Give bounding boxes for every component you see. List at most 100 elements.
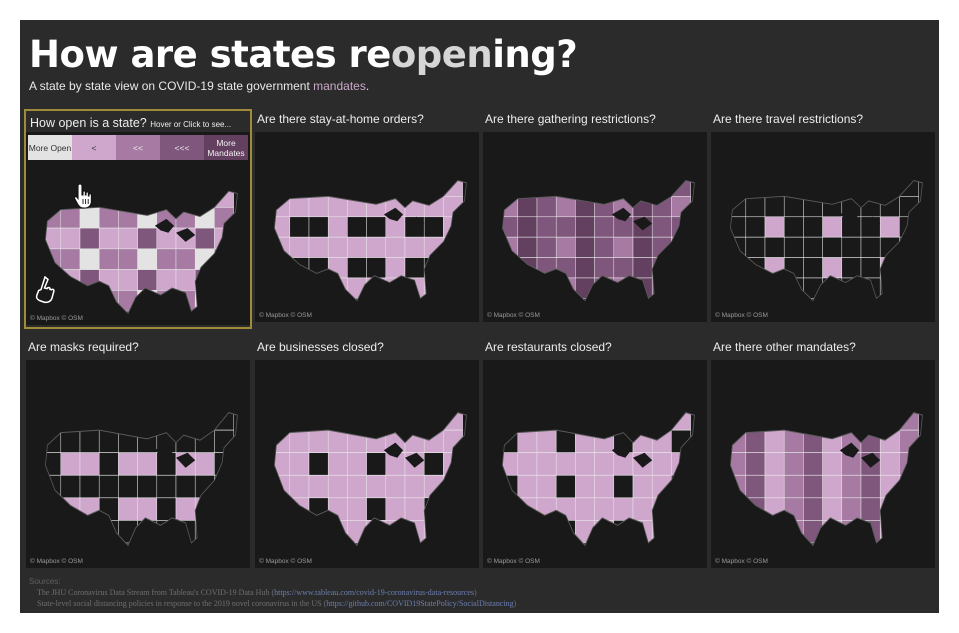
state-region	[803, 474, 823, 499]
state-region	[98, 269, 119, 291]
map-attribution: © Mapbox © OSM	[30, 315, 83, 322]
state-region	[274, 236, 291, 258]
state-region	[555, 452, 576, 476]
state-region	[385, 520, 406, 544]
state-region	[156, 248, 177, 270]
state-region	[671, 520, 691, 544]
masks-map[interactable]: © Mapbox © OSM	[26, 360, 250, 568]
state-region	[764, 277, 785, 299]
state-region	[730, 216, 747, 238]
state-region	[517, 520, 538, 544]
state-region	[366, 216, 387, 238]
legend-level-3[interactable]: <<<	[160, 135, 204, 160]
state-region	[879, 196, 900, 218]
state-region	[555, 236, 576, 258]
state-region	[502, 474, 519, 499]
state-region	[404, 412, 425, 431]
state-region	[517, 236, 538, 258]
state-region	[45, 497, 62, 521]
state-region	[60, 474, 81, 499]
state-region	[730, 520, 747, 544]
source-link-1[interactable]: https://www.tableau.com/covid-19-coronav…	[274, 588, 474, 597]
sources: Sources: The JHU Coronavirus Data Stream…	[29, 576, 516, 609]
state-region	[632, 474, 653, 499]
state-region	[98, 412, 119, 431]
state-region	[366, 196, 387, 218]
us-map-svg	[45, 412, 238, 547]
legend-more-open[interactable]: More Open	[28, 135, 72, 160]
dashboard: How are states reopening? A state by sta…	[20, 20, 939, 613]
stay-at-home-map[interactable]: © Mapbox © OSM	[255, 132, 479, 322]
gathering-map[interactable]: © Mapbox © OSM	[483, 132, 707, 322]
state-region	[536, 520, 557, 544]
state-region	[385, 277, 406, 299]
state-region	[879, 412, 900, 431]
state-region	[385, 412, 406, 431]
state-region	[289, 474, 310, 499]
state-region	[385, 236, 406, 258]
state-region	[347, 196, 367, 218]
state-region	[783, 452, 804, 476]
state-region	[118, 290, 138, 312]
state-region	[423, 277, 444, 299]
legend-level-2[interactable]: <<	[116, 135, 160, 160]
great-lakes	[611, 442, 653, 468]
state-region	[879, 180, 900, 197]
state-region	[118, 474, 138, 499]
state-region	[137, 191, 158, 208]
state-region	[555, 257, 576, 279]
businesses-map[interactable]: © Mapbox © OSM	[255, 360, 479, 568]
state-region	[118, 452, 138, 476]
state-region	[841, 497, 862, 521]
hint-text: Hover or Click to see...	[150, 120, 232, 129]
us-map-svg	[274, 412, 467, 547]
state-region	[308, 277, 329, 299]
panel-title: Are businesses closed?	[257, 340, 384, 354]
state-region	[575, 429, 595, 454]
state-region	[651, 180, 672, 197]
state-region	[613, 257, 634, 279]
state-region	[879, 497, 900, 521]
state-region	[118, 520, 138, 544]
state-region	[671, 216, 691, 238]
state-region	[822, 452, 843, 476]
state-region	[327, 257, 348, 279]
openness-map[interactable]: © Mapbox © OSM	[26, 132, 250, 325]
state-region	[366, 520, 387, 544]
state-region	[79, 269, 100, 291]
state-region	[45, 412, 62, 431]
state-region	[79, 227, 100, 250]
restaurants-map[interactable]: © Mapbox © OSM	[483, 360, 707, 568]
other-mandates-map[interactable]: © Mapbox © OSM	[711, 360, 935, 568]
state-region	[822, 520, 843, 544]
state-region	[79, 290, 100, 312]
state-region	[347, 216, 367, 238]
state-region	[517, 196, 538, 218]
state-region	[822, 196, 843, 218]
state-region	[137, 474, 158, 499]
legend-level-1[interactable]: <	[72, 135, 116, 160]
legend-more-mandates[interactable]: More Mandates	[204, 135, 248, 160]
state-region	[536, 257, 557, 279]
state-region	[60, 290, 81, 312]
state-region	[118, 497, 138, 521]
mandates-link[interactable]: mandates	[313, 79, 366, 93]
country-outline	[730, 412, 923, 547]
state-region	[366, 452, 387, 476]
country-outline	[274, 412, 467, 547]
state-region	[98, 227, 119, 250]
state-region	[289, 429, 310, 454]
travel-map[interactable]: © Mapbox © OSM	[711, 132, 935, 322]
state-region	[385, 497, 406, 521]
state-region	[308, 497, 329, 521]
state-region	[671, 474, 691, 499]
source-link-2[interactable]: https://github.com/COVID19StatePolicy/So…	[326, 599, 514, 608]
state-region	[594, 257, 615, 279]
state-region	[289, 452, 310, 476]
openness-legend[interactable]: More Open < << <<< More Mandates	[28, 135, 248, 160]
state-region	[899, 497, 919, 521]
state-region	[502, 412, 519, 431]
state-region	[632, 497, 653, 521]
country-outline	[502, 412, 695, 547]
state-region	[45, 474, 62, 499]
